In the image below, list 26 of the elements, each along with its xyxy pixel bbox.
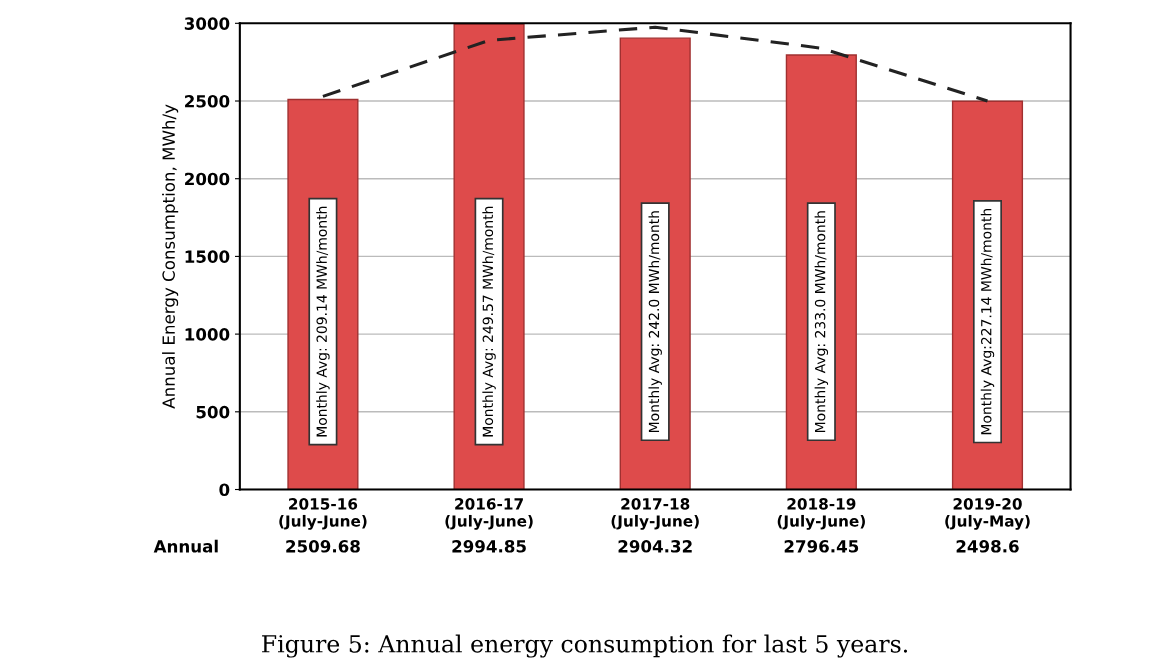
data-label: 2904.32: [618, 540, 692, 553]
x-tick-label: 2015-16 (July-June): [279, 498, 367, 530]
y-axis-title: Annual Energy Consumption, MWh/y: [162, 104, 179, 409]
caption: Figure 5: Annual energy consumption for last 5 years.: [262, 634, 908, 658]
y-tick-label: 1000: [185, 328, 230, 341]
data-label: 2994.85: [452, 540, 526, 553]
annotation: Monthly Avg: 242.0 MWh/month: [648, 211, 662, 432]
y-tick-label: 2500: [185, 94, 230, 108]
annotation: Monthly Avg:227.14 MWh/month: [980, 209, 995, 435]
y-tick-label: 3000: [184, 17, 230, 30]
y-tick-label: 2000: [185, 172, 230, 186]
annotation: Monthly Avg: 209.14 MWh/month: [316, 206, 330, 437]
x-tick-label: 2016-17 (July-June): [445, 498, 533, 530]
x-tick-label: 2018-19 (July-June): [777, 498, 865, 530]
data-label: 2509.68: [286, 540, 360, 553]
line-series: [321, 25, 990, 103]
annotation: Monthly Avg: 249.57 MWh/month: [482, 206, 496, 437]
y-tick-label: 1500: [185, 250, 230, 263]
y-tick-label: 500: [196, 405, 230, 419]
y-tick-label: 0: [219, 483, 230, 497]
x-tick-label: 2019-20 (July-May): [945, 498, 1030, 530]
data-label: 2796.45: [784, 540, 859, 553]
text: Annual: [153, 539, 218, 553]
annotation: Monthly Avg: 233.0 MWh/month: [814, 211, 829, 432]
data-label: 2498.6: [956, 540, 1019, 553]
x-tick-label: 2017-18 (July-June): [611, 498, 699, 530]
